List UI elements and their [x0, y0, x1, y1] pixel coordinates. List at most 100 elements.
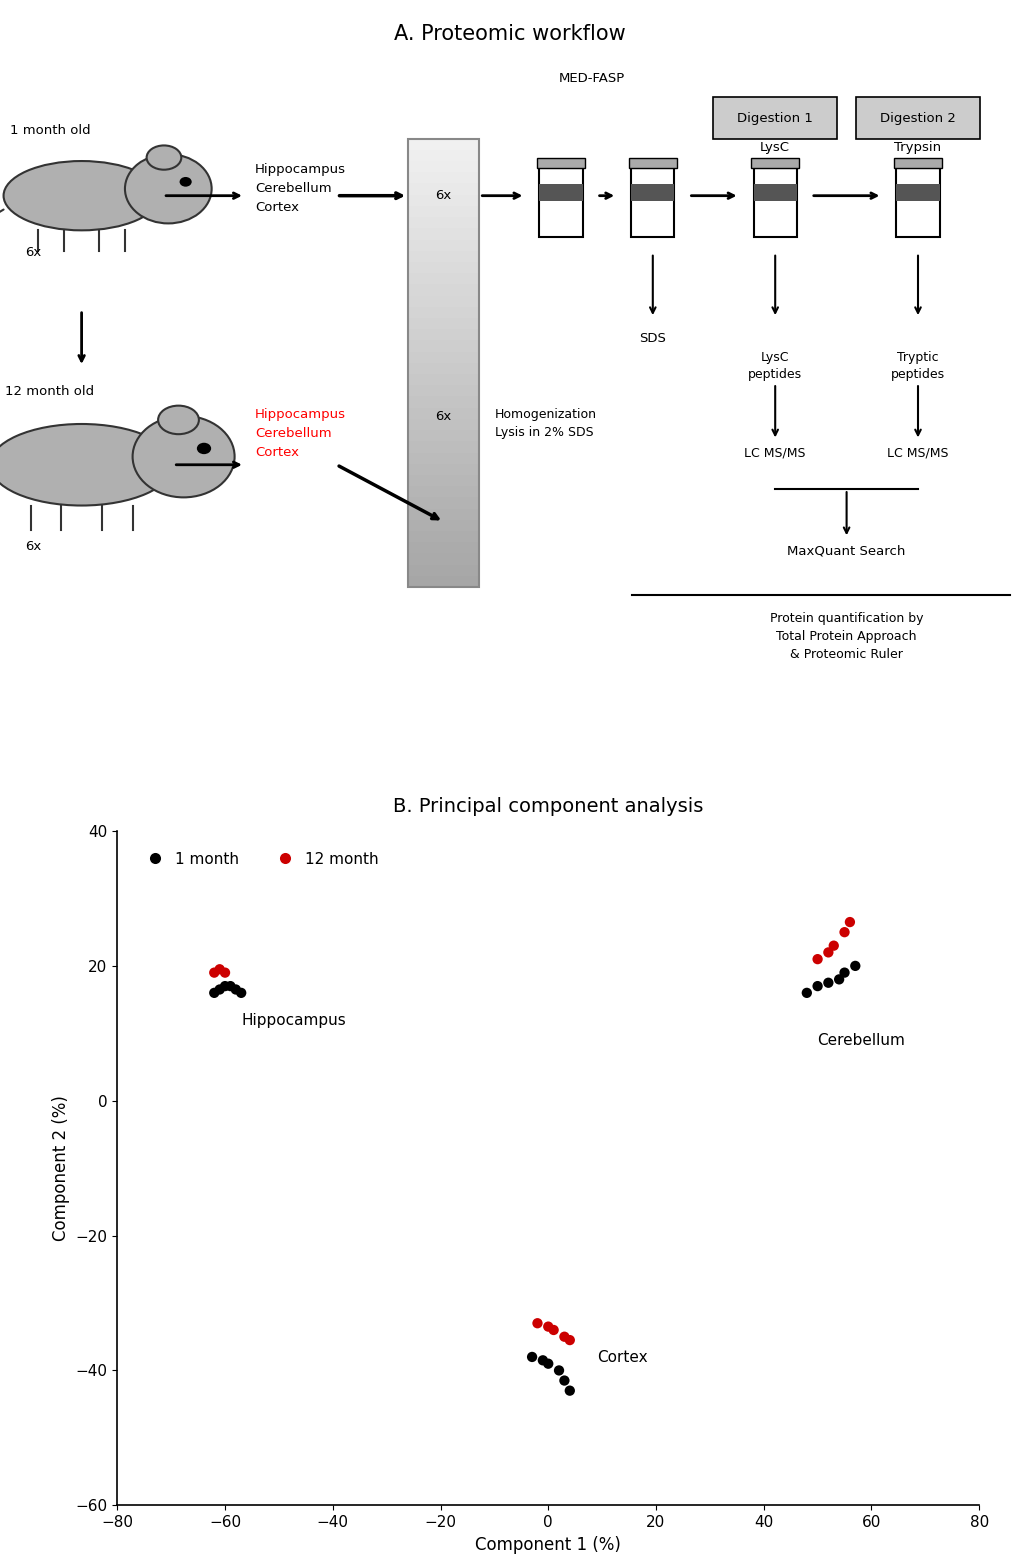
Point	[555, 1367, 572, 1392]
Point	[534, 1348, 550, 1374]
Y-axis label: Component 2 (%): Component 2 (%)	[52, 1094, 70, 1242]
Point	[847, 953, 863, 978]
Point	[206, 960, 222, 985]
Point	[561, 1328, 578, 1353]
Bar	[408, 554, 479, 564]
Point	[232, 980, 249, 1005]
Bar	[408, 329, 479, 340]
Text: 1 month old: 1 month old	[10, 124, 91, 136]
Bar	[408, 229, 479, 240]
Text: 12 month old: 12 month old	[5, 384, 94, 398]
Bar	[896, 183, 938, 201]
Point	[529, 1311, 545, 1336]
Text: Tryptic
peptides: Tryptic peptides	[890, 351, 945, 381]
Bar	[753, 168, 796, 237]
Point	[836, 920, 852, 946]
Bar	[631, 168, 674, 237]
Text: LysC: LysC	[759, 141, 790, 154]
Text: SDS: SDS	[639, 332, 665, 345]
Bar	[408, 262, 479, 273]
Bar	[408, 172, 479, 183]
Text: MaxQuant Search: MaxQuant Search	[787, 544, 905, 558]
Bar	[408, 273, 479, 284]
Bar	[408, 497, 479, 508]
Point	[217, 974, 233, 999]
Text: Hippocampus: Hippocampus	[240, 1013, 345, 1029]
Point	[809, 974, 825, 999]
Circle shape	[132, 416, 234, 497]
Circle shape	[197, 442, 211, 455]
Bar	[408, 543, 479, 554]
Bar	[408, 194, 479, 205]
Bar	[408, 575, 479, 586]
Text: Hippocampus
Cerebellum
Cortex: Hippocampus Cerebellum Cortex	[255, 163, 345, 215]
Bar	[408, 464, 479, 475]
Point	[819, 971, 836, 996]
Bar	[751, 157, 798, 168]
Bar	[408, 419, 479, 430]
Bar	[408, 441, 479, 453]
Text: 6x: 6x	[435, 190, 451, 202]
Bar	[408, 532, 479, 543]
Point	[540, 1314, 556, 1339]
Text: Homogenization
Lysis in 2% SDS: Homogenization Lysis in 2% SDS	[494, 409, 596, 439]
Point	[211, 956, 227, 982]
Point	[798, 980, 814, 1005]
Bar	[631, 183, 674, 201]
Bar	[408, 362, 479, 375]
Text: Protein quantification by
Total Protein Approach
& Proteomic Ruler: Protein quantification by Total Protein …	[769, 612, 922, 660]
Text: Digestion 2: Digestion 2	[879, 111, 955, 125]
Bar	[408, 351, 479, 362]
Title: B. Principal component analysis: B. Principal component analysis	[392, 797, 703, 815]
Text: MED-FASP: MED-FASP	[558, 72, 624, 85]
Bar	[753, 183, 796, 201]
Ellipse shape	[158, 406, 199, 434]
Point	[206, 980, 222, 1005]
Point	[222, 974, 238, 999]
Bar	[408, 183, 479, 194]
Text: A. Proteomic workflow: A. Proteomic workflow	[393, 25, 626, 44]
Ellipse shape	[147, 146, 181, 169]
Bar	[408, 216, 479, 229]
Bar	[408, 486, 479, 497]
Text: 6x: 6x	[25, 246, 42, 259]
Bar	[408, 307, 479, 318]
Bar	[408, 138, 479, 151]
Bar	[629, 157, 676, 168]
Point	[524, 1344, 540, 1369]
Text: 6x: 6x	[435, 411, 451, 423]
X-axis label: Component 1 (%): Component 1 (%)	[475, 1535, 621, 1554]
Bar	[408, 375, 479, 386]
Point	[555, 1323, 572, 1348]
Point	[545, 1317, 561, 1342]
Circle shape	[125, 154, 212, 223]
Text: Cortex: Cortex	[596, 1350, 647, 1366]
Bar	[408, 340, 479, 351]
FancyBboxPatch shape	[712, 97, 837, 140]
Text: Cerebellum: Cerebellum	[817, 1033, 905, 1049]
Point	[836, 960, 852, 985]
Text: Hippocampus
Cerebellum
Cortex: Hippocampus Cerebellum Cortex	[255, 408, 345, 459]
Bar	[539, 183, 582, 201]
Circle shape	[179, 177, 192, 187]
Bar	[408, 318, 479, 329]
FancyBboxPatch shape	[855, 97, 979, 140]
Text: 6x: 6x	[25, 539, 42, 554]
Point	[819, 939, 836, 964]
Bar	[408, 564, 479, 575]
Bar	[408, 386, 479, 397]
Bar	[408, 295, 479, 307]
Point	[561, 1378, 578, 1403]
Bar	[408, 475, 479, 486]
Bar	[408, 151, 479, 162]
Bar	[408, 508, 479, 521]
Point	[227, 977, 244, 1002]
Text: LC MS/MS: LC MS/MS	[744, 447, 805, 459]
Legend: 1 month, 12 month: 1 month, 12 month	[133, 845, 384, 873]
Bar	[408, 430, 479, 441]
Bar	[408, 284, 479, 295]
Bar	[408, 251, 479, 262]
Point	[841, 909, 857, 935]
Text: Trypsin: Trypsin	[894, 141, 941, 154]
Point	[830, 967, 847, 993]
